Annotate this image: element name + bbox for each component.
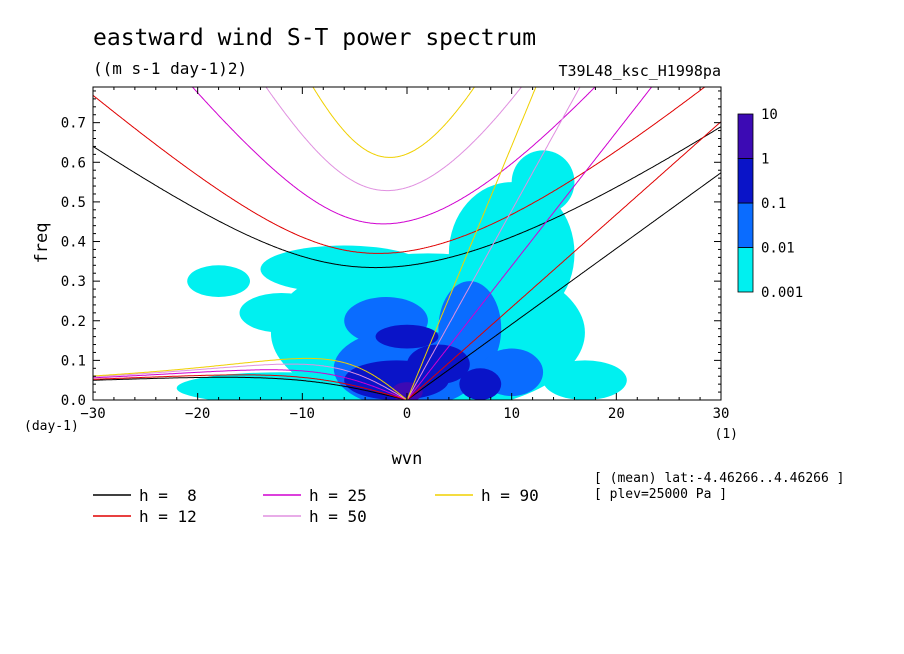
- colorbar-label-4: 10: [761, 107, 778, 123]
- x-tick-label-6: 30: [713, 406, 730, 422]
- curve-h90-ig: [312, 87, 476, 158]
- curve-h25-kelvin: [406, 87, 653, 400]
- power-patch-3: [260, 245, 428, 294]
- power-patch-7: [511, 150, 575, 214]
- colorbar-label-1: 0.01: [761, 241, 795, 257]
- y-axis-label: freq: [32, 223, 52, 264]
- curve-h90-kelvin: [406, 87, 537, 400]
- y-tick-label-2: 0.2: [61, 314, 86, 330]
- chart-units: ((m s-1 day-1)2): [93, 59, 247, 78]
- power-patch-13: [407, 344, 470, 385]
- colorbar-swatch-0: [737, 247, 754, 293]
- y-tick-label-1: 0.1: [61, 353, 86, 369]
- colorbar-label-0: 0.001: [761, 285, 803, 301]
- power-patch-4: [187, 265, 251, 297]
- colorbar-swatch-3: [737, 113, 754, 159]
- info-plev: [ plev=25000 Pa ]: [594, 487, 727, 502]
- chart-title: eastward wind S-T power spectrum: [93, 25, 536, 51]
- axes: −30 −20 −10 0 10 20 30 0.0 0.1 0.2 0.3 0.4 0.5 0.6 0.7: [61, 87, 730, 422]
- legend-label-h12: h = 12: [139, 507, 197, 526]
- x-tick-label-0: −30: [80, 406, 105, 422]
- curve-h50-kelvin: [406, 87, 581, 400]
- y-tick-label-7: 0.7: [61, 116, 86, 132]
- run-id: T39L48_ksc_H1998pa: [558, 62, 721, 80]
- x-tick-label-5: 20: [608, 406, 625, 422]
- y-tick-label-3: 0.3: [61, 274, 86, 290]
- colorbar-swatch-2: [737, 158, 754, 204]
- y-tick-label-6: 0.6: [61, 155, 86, 171]
- curve-h90-rossby: [93, 357, 407, 400]
- curve-h12-kelvin: [406, 121, 721, 400]
- colorbar-label-3: 1: [761, 152, 769, 168]
- colorbar: 0.001 0.01 0.1 1 10: [737, 107, 803, 301]
- power-patches: [176, 150, 627, 400]
- legend-label-h25: h = 25: [309, 486, 367, 505]
- x-tick-label-3: 0: [403, 406, 411, 422]
- y-tick-label-5: 0.5: [61, 195, 86, 211]
- power-patch-5: [239, 293, 324, 333]
- info-lat: [ (mean) lat:-4.46266..4.46266 ]: [594, 471, 844, 486]
- power-patch-15: [459, 368, 502, 400]
- curve-h8-kelvin: [406, 172, 721, 400]
- y-unit-label: (day-1): [24, 419, 79, 434]
- y-tick-label-0: 0.0: [61, 393, 86, 409]
- legend-label-h90: h = 90: [481, 486, 539, 505]
- x-axis-label: wvn: [392, 449, 423, 469]
- curve-h25-rossby: [93, 369, 407, 400]
- curve-h50-ig: [265, 87, 523, 192]
- curve-h8-ig: [93, 126, 721, 269]
- x-unit-label: (1): [715, 427, 738, 442]
- x-tick-label-1: −20: [185, 406, 210, 422]
- colorbar-swatch-1: [737, 202, 754, 248]
- power-patch-14: [375, 324, 439, 349]
- curve-h50-rossby: [93, 363, 407, 400]
- legend-label-h8: h = 8: [139, 486, 197, 505]
- x-tick-label-4: 10: [503, 406, 520, 422]
- legend-label-h50: h = 50: [309, 507, 367, 526]
- curve-h8-rossby: [93, 376, 407, 400]
- legend: h = 8 h = 12 h = 25 h = 50 h = 90: [93, 486, 539, 526]
- curve-h12-rossby: [93, 374, 407, 400]
- x-tick-label-2: −10: [290, 406, 315, 422]
- colorbar-label-2: 0.1: [761, 196, 786, 212]
- power-patch-6: [543, 360, 627, 400]
- power-patch-1: [176, 372, 387, 400]
- curve-h12-ig: [93, 87, 706, 254]
- y-tick-label-4: 0.4: [61, 235, 86, 251]
